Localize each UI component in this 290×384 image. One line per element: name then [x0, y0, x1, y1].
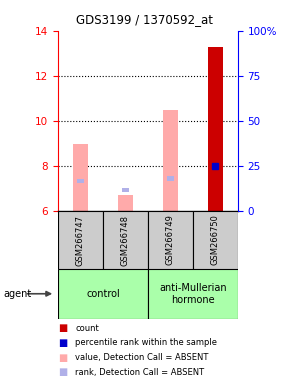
Bar	[163, 110, 177, 211]
Bar	[167, 177, 174, 180]
Text: rank, Detection Call = ABSENT: rank, Detection Call = ABSENT	[75, 367, 204, 377]
Text: GSM266750: GSM266750	[211, 215, 220, 265]
Bar	[73, 144, 88, 211]
Bar	[58, 269, 148, 319]
Text: GDS3199 / 1370592_at: GDS3199 / 1370592_at	[77, 13, 213, 26]
Text: anti-Mullerian
hormone: anti-Mullerian hormone	[159, 283, 227, 305]
Text: GSM266748: GSM266748	[121, 215, 130, 265]
Text: count: count	[75, 324, 99, 333]
Text: ■: ■	[58, 353, 67, 362]
Text: value, Detection Call = ABSENT: value, Detection Call = ABSENT	[75, 353, 209, 362]
Bar	[208, 46, 222, 211]
Text: GSM266747: GSM266747	[76, 215, 85, 265]
Bar	[103, 211, 148, 269]
Bar	[118, 195, 133, 211]
Text: ■: ■	[58, 338, 67, 348]
Text: GSM266749: GSM266749	[166, 215, 175, 265]
Text: agent: agent	[3, 289, 31, 299]
Text: ■: ■	[58, 367, 67, 377]
Text: control: control	[86, 289, 120, 299]
Text: ■: ■	[58, 323, 67, 333]
Bar	[77, 179, 84, 183]
Bar	[193, 211, 238, 269]
Text: percentile rank within the sample: percentile rank within the sample	[75, 338, 218, 348]
Bar	[122, 188, 129, 192]
Bar	[58, 211, 103, 269]
Bar	[148, 269, 238, 319]
Bar	[148, 211, 193, 269]
